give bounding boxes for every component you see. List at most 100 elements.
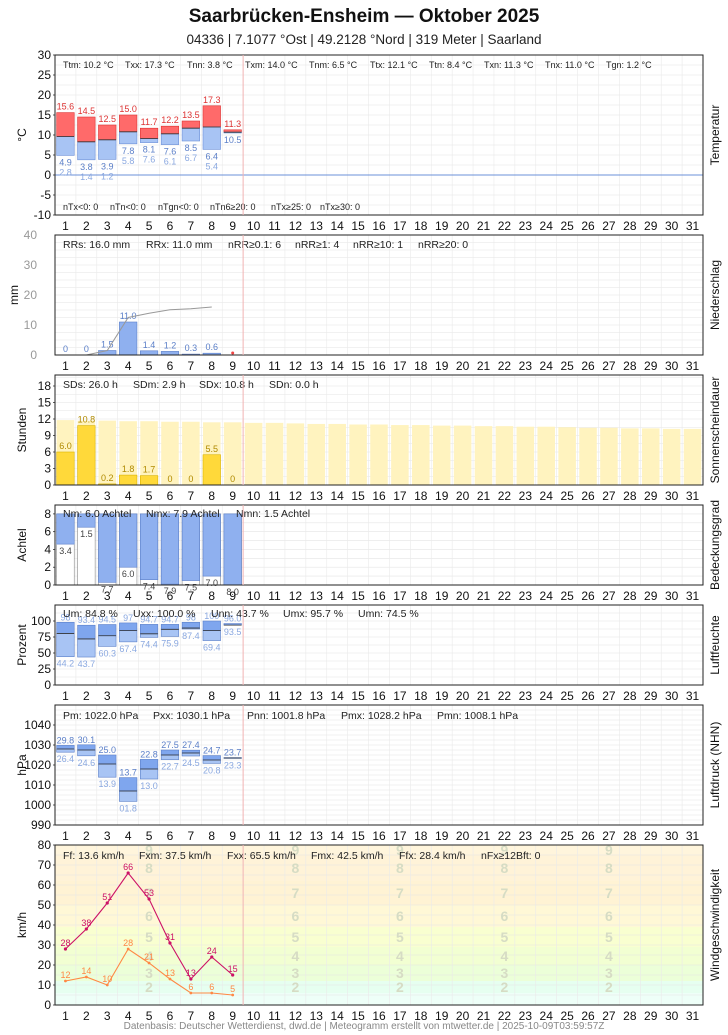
bft-band bbox=[55, 993, 703, 1005]
bft-label: 5 bbox=[501, 929, 509, 945]
wind-peak-point bbox=[105, 901, 109, 905]
x-tick-label: 31 bbox=[686, 359, 700, 373]
x-tick-label: 26 bbox=[581, 489, 595, 503]
x-tick-label: 16 bbox=[372, 489, 386, 503]
footer-credit: Datenbasis: Deutscher Wetterdienst, dwd.… bbox=[123, 1021, 605, 1032]
panel-side-title: Bedeckungsgrad bbox=[708, 500, 722, 590]
bft-label: 9 bbox=[501, 842, 509, 858]
y-tick-label: 0 bbox=[44, 998, 51, 1012]
y-axis-label: mm bbox=[7, 285, 21, 305]
cloud-value: 7.7 bbox=[101, 584, 114, 594]
bft-band bbox=[55, 947, 703, 965]
cloud-value: 7.5 bbox=[185, 583, 198, 593]
sun-potential-bar bbox=[370, 424, 388, 485]
y-tick-label: 25 bbox=[38, 68, 52, 82]
x-tick-label: 3 bbox=[104, 689, 111, 703]
rain-cumulative-line bbox=[65, 306, 212, 356]
x-tick-label: 10 bbox=[247, 359, 261, 373]
stat-label: Txx: 17.3 °C bbox=[125, 60, 175, 70]
press-upper-bar bbox=[181, 749, 200, 754]
tground-value: 6.1 bbox=[164, 157, 177, 167]
wind-mean-point bbox=[231, 993, 235, 997]
sun-value: 1.7 bbox=[143, 465, 156, 475]
x-tick-label: 8 bbox=[208, 219, 215, 233]
press-lower-bar bbox=[98, 763, 117, 778]
sun-potential-bar bbox=[412, 425, 430, 485]
wind-mean-point bbox=[189, 991, 193, 995]
y-tick-label: 20 bbox=[38, 88, 52, 102]
wind-peak-value: 15 bbox=[228, 964, 238, 974]
cloud-fill-bar bbox=[119, 513, 138, 568]
x-tick-label: 17 bbox=[393, 359, 407, 373]
x-tick-label: 19 bbox=[435, 1009, 449, 1023]
tmin-value: 3.8 bbox=[80, 162, 93, 172]
x-tick-label: 11 bbox=[268, 829, 281, 843]
x-tick-label: 12 bbox=[289, 489, 303, 503]
tmax-value: 11.3 bbox=[224, 119, 241, 129]
x-tick-label: 11 bbox=[268, 1009, 281, 1023]
bft-label: 7 bbox=[501, 885, 509, 901]
press-upper-bar bbox=[202, 755, 221, 761]
stat-label: Umn: 74.5 % bbox=[358, 608, 419, 620]
hum-min-value: 75.9 bbox=[161, 638, 179, 648]
x-tick-label: 31 bbox=[686, 489, 700, 503]
sun-potential-bar bbox=[579, 427, 597, 485]
cloud-value: 7.4 bbox=[143, 582, 156, 592]
x-tick-label: 18 bbox=[414, 359, 428, 373]
x-tick-label: 23 bbox=[519, 589, 533, 603]
x-tick-label: 23 bbox=[519, 489, 533, 503]
x-tick-label: 13 bbox=[310, 1009, 324, 1023]
x-tick-label: 2 bbox=[83, 589, 90, 603]
cloud-value: 6.0 bbox=[122, 569, 135, 579]
sun-potential-bar bbox=[432, 425, 451, 485]
stat-label: Nmn: 1.5 Achtel bbox=[236, 508, 310, 520]
stat-label: Fmx: 42.5 km/h bbox=[311, 850, 384, 862]
panel-temp: 15.6 4.92.8 14.5 3.81.4 12.5 3.91.2 15.0 7.85.8… bbox=[15, 48, 722, 233]
y-tick-label: 40 bbox=[38, 918, 52, 932]
x-tick-label: 5 bbox=[146, 689, 153, 703]
wind-peak-point bbox=[231, 973, 235, 977]
sun-potential-bar bbox=[453, 425, 472, 485]
bft-label: 5 bbox=[605, 929, 613, 945]
bft-label: 2 bbox=[145, 979, 153, 995]
x-tick-label: 1 bbox=[62, 689, 69, 703]
stat-label: SDm: 2.9 h bbox=[133, 379, 186, 391]
bft-band bbox=[55, 981, 703, 993]
x-tick-label: 14 bbox=[331, 489, 345, 503]
press-max-value: 30.1 bbox=[78, 735, 96, 745]
sun-potential-bar bbox=[161, 421, 179, 485]
rain-value: 11.0 bbox=[120, 311, 137, 321]
x-tick-label: 27 bbox=[602, 1009, 616, 1023]
tground-value: 5.8 bbox=[122, 156, 135, 166]
x-tick-label: 2 bbox=[83, 359, 90, 373]
rain-value: 1.5 bbox=[101, 340, 114, 350]
x-tick-label: 9 bbox=[229, 359, 236, 373]
wind-peak-point bbox=[147, 897, 151, 901]
hum-max-value: 97 bbox=[123, 613, 133, 623]
y-tick-label: 5 bbox=[44, 148, 51, 162]
wind-mean-point bbox=[147, 961, 151, 965]
x-tick-label: 4 bbox=[125, 829, 132, 843]
y-axis-label: hPa bbox=[15, 754, 29, 776]
stat-label: Uxx: 100.0 % bbox=[133, 608, 195, 620]
panel-border bbox=[54, 504, 704, 586]
y-tick-label: 30 bbox=[24, 258, 38, 272]
cloud-fill-bar bbox=[223, 513, 242, 586]
x-tick-label: 30 bbox=[665, 219, 679, 233]
rain-value: 1.4 bbox=[143, 340, 156, 350]
wind-peak-point bbox=[210, 955, 214, 959]
press-max-value: 25.0 bbox=[98, 745, 116, 755]
x-tick-label: 10 bbox=[247, 1009, 261, 1023]
x-tick-label: 15 bbox=[351, 589, 365, 603]
x-tick-label: 14 bbox=[331, 829, 345, 843]
x-tick-label: 28 bbox=[623, 489, 637, 503]
y-tick-label: 20 bbox=[38, 958, 52, 972]
y-tick-label: 25 bbox=[38, 662, 52, 676]
sun-value: 5.5 bbox=[206, 444, 219, 454]
x-tick-label: 7 bbox=[188, 1009, 195, 1023]
x-tick-label: 24 bbox=[540, 489, 554, 503]
wind-mean-value: 13 bbox=[165, 968, 175, 978]
wind-peak-value: 13 bbox=[186, 968, 196, 978]
x-tick-label: 14 bbox=[331, 589, 345, 603]
